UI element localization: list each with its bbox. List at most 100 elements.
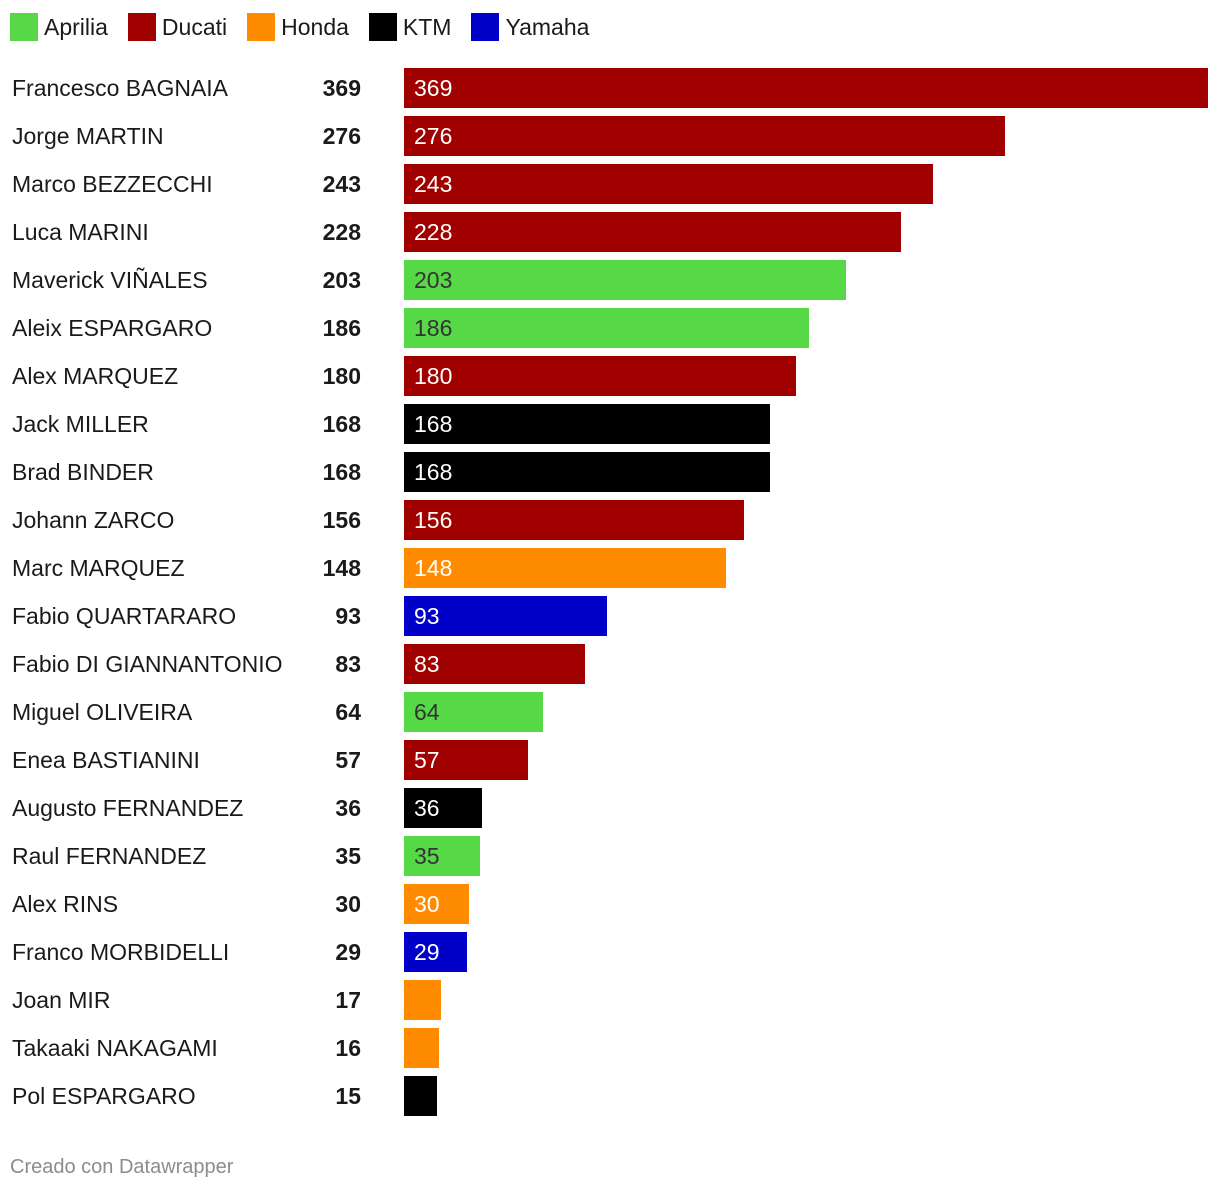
rider-name: Brad BINDER [12,459,154,485]
legend-swatch [127,13,156,41]
points-value: 36 [335,795,361,821]
rider-name: Marco BEZZECCHI [12,171,213,197]
points-value: 93 [335,603,361,629]
bar-ktm [404,452,770,492]
bar-aprilia [404,692,543,732]
chart-row: Jorge MARTIN 276 276 [0,116,1220,156]
bar-yamaha [404,596,607,636]
bar-ducati [404,164,933,204]
chart-row: Luca MARINI 228 228 [0,212,1220,252]
rider-name: Joan MIR [12,987,111,1013]
rider-name: Raul FERNANDEZ [12,843,207,869]
footer-credit: Creado con Datawrapper [10,1156,234,1178]
legend-item-yamaha: Yamaha [471,13,589,41]
bar-data-label: 156 [414,507,453,533]
rider-name: Pol ESPARGARO [12,1083,196,1109]
bar-data-label: 64 [414,699,440,725]
points-value: 276 [322,123,361,149]
points-value: 168 [322,459,361,485]
points-value: 30 [335,891,361,917]
legend-swatch [10,13,38,41]
rider-name: Luca MARINI [12,219,149,245]
legend-item-aprilia: Aprilia [10,13,108,41]
chart-row: Jack MILLER 168 168 [0,404,1220,444]
bar-data-label: 168 [414,459,453,485]
points-value: 64 [335,699,361,725]
legend-swatch [471,13,500,41]
chart-row: Franco MORBIDELLI 29 29 [0,932,1220,972]
chart-row: Marc MARQUEZ 148 148 [0,548,1220,588]
rider-name: Franco MORBIDELLI [12,939,230,965]
points-value: 57 [335,747,361,773]
bar-ducati [404,644,585,684]
rider-name: Jack MILLER [12,411,149,437]
bar-data-label: 243 [414,171,453,197]
bar-ducati [404,356,796,396]
bar-ducati [404,212,901,252]
chart-row: Aleix ESPARGARO 186 186 [0,308,1220,348]
points-value: 15 [335,1083,361,1109]
bar-data-label: 186 [414,315,453,341]
bar-data-label: 228 [414,219,453,245]
points-value: 35 [335,843,361,869]
rider-name: Marc MARQUEZ [12,555,185,581]
bar-yamaha [404,932,467,972]
rider-name: Enea BASTIANINI [12,747,200,773]
bar-data-label: 203 [414,267,453,293]
chart-row: Alex MARQUEZ 180 180 [0,356,1220,396]
bar-ducati [404,740,528,780]
chart-row: Fabio DI GIANNANTONIO 83 83 [0,644,1220,684]
chart-row: Fabio QUARTARARO 93 93 [0,596,1220,636]
rider-name: Francesco BAGNAIA [12,75,229,101]
bar-data-label: 168 [414,411,453,437]
bar-ducati [404,116,1005,156]
rider-name: Jorge MARTIN [12,123,164,149]
legend-item-honda: Honda [247,13,349,41]
bar-honda [404,548,726,588]
bar-data-label: 83 [414,651,440,677]
bar-ktm [404,404,770,444]
bar-data-label: 57 [414,747,440,773]
rider-name: Miguel OLIVEIRA [12,699,193,725]
legend-label: Yamaha [505,13,590,40]
bar-data-label: 180 [414,363,453,389]
rider-name: Alex RINS [12,891,119,917]
chart-row: Pol ESPARGARO 15 [0,1076,1220,1116]
chart-legend: Aprilia Ducati Honda KTM Yamaha [10,10,609,44]
chart-row: Joan MIR 17 [0,980,1220,1020]
chart-row: Miguel OLIVEIRA 64 64 [0,692,1220,732]
legend-label: Honda [281,13,349,40]
bar-aprilia [404,308,809,348]
chart-row: Johann ZARCO 156 156 [0,500,1220,540]
chart-row: Brad BINDER 168 168 [0,452,1220,492]
bar-data-label: 276 [414,123,453,149]
rider-name: Alex MARQUEZ [12,363,179,389]
points-value: 186 [322,315,361,341]
chart-row: Alex RINS 30 30 [0,884,1220,924]
legend-swatch [368,13,397,41]
points-value: 168 [322,411,361,437]
legend-label: KTM [402,13,452,40]
bar-ducati [404,500,744,540]
points-value: 16 [335,1035,361,1061]
rider-name: Johann ZARCO [12,507,175,533]
legend-item-ktm: KTM [368,13,452,41]
points-value: 156 [322,507,361,533]
bar-honda [404,980,441,1020]
rider-name: Aleix ESPARGARO [12,315,213,341]
chart-row: Augusto FERNANDEZ 36 36 [0,788,1220,828]
points-value: 180 [322,363,361,389]
points-value: 203 [322,267,361,293]
chart-row: Takaaki NAKAGAMI 16 [0,1028,1220,1068]
chart-row: Maverick VIÑALES 203 203 [0,260,1220,300]
points-value: 148 [322,555,361,581]
bar-aprilia [404,836,480,876]
points-value: 369 [322,75,361,101]
points-value: 83 [335,651,361,677]
bar-ktm [404,788,482,828]
bar-honda [404,1028,439,1068]
rider-name: Takaaki NAKAGAMI [12,1035,218,1061]
bar-data-label: 30 [414,891,440,917]
chart-row: Marco BEZZECCHI 243 243 [0,164,1220,204]
chart-row: Raul FERNANDEZ 35 35 [0,836,1220,876]
